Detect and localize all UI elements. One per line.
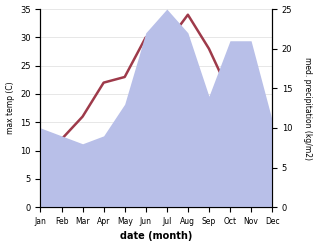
Y-axis label: med. precipitation (kg/m2): med. precipitation (kg/m2): [303, 57, 313, 160]
Y-axis label: max temp (C): max temp (C): [5, 82, 15, 134]
X-axis label: date (month): date (month): [120, 231, 192, 242]
